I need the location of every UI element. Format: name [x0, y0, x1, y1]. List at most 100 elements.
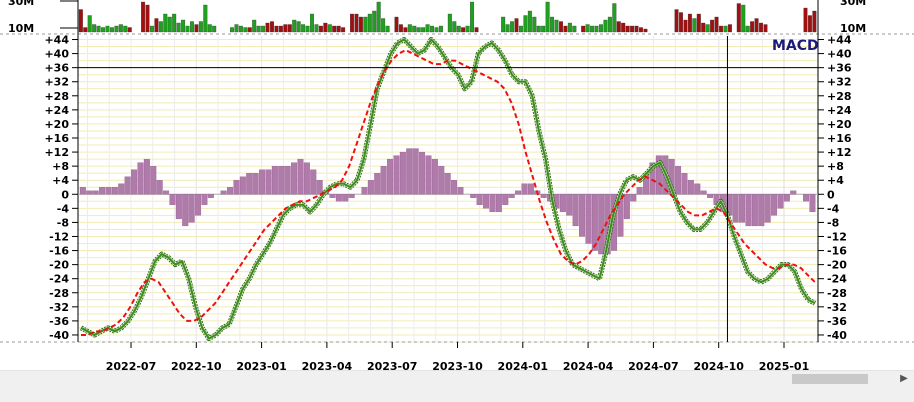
- volume-bar: [185, 25, 190, 33]
- histogram-bar: [585, 194, 592, 244]
- volume-bar: [318, 25, 323, 33]
- volume-bar: [687, 13, 692, 33]
- volume-bar: [470, 1, 475, 33]
- histogram-bar: [630, 194, 637, 202]
- scroll-right-arrow-icon[interactable]: ▶: [900, 373, 908, 384]
- y-tick-label-right: -20: [827, 259, 847, 272]
- histogram-bar: [233, 180, 240, 195]
- histogram-bar: [751, 194, 758, 227]
- volume-bar: [527, 10, 532, 33]
- y-tick-label-right: +44: [827, 34, 852, 47]
- histogram-bar: [348, 194, 355, 198]
- volume-bar: [172, 13, 177, 33]
- volume-bar: [438, 25, 443, 33]
- volume-bar: [87, 15, 92, 33]
- volume-bar: [554, 19, 559, 33]
- histogram-bar: [342, 194, 349, 202]
- volume-bar: [594, 25, 599, 33]
- x-tick-label: 2024-10: [693, 360, 744, 370]
- volume-bar: [599, 24, 603, 33]
- histogram-bar: [111, 187, 118, 195]
- histogram-bar: [527, 183, 534, 195]
- histogram-bar: [694, 183, 701, 195]
- volume-bar: [403, 27, 408, 33]
- histogram-bar: [649, 162, 656, 195]
- volume-bar: [176, 22, 181, 33]
- volume-bar: [536, 25, 541, 33]
- histogram-bar: [169, 194, 176, 205]
- volume-bar: [434, 27, 439, 33]
- volume-bar: [256, 25, 261, 33]
- volume-bar: [474, 27, 479, 33]
- x-tick-label: 2024-07: [628, 360, 679, 370]
- volume-bar: [563, 25, 568, 33]
- volume-bar: [141, 1, 146, 33]
- volume-bar: [261, 25, 266, 33]
- volume-bar: [301, 24, 306, 33]
- histogram-bar: [310, 169, 317, 195]
- volume-bar: [167, 16, 172, 33]
- y-tick-label-left: -24: [49, 273, 69, 286]
- y-tick-label-left: +44: [44, 34, 69, 47]
- volume-bar: [572, 25, 577, 33]
- histogram-bar: [259, 169, 266, 195]
- signal-line: [81, 48, 816, 336]
- volume-bar: [425, 24, 430, 33]
- volume-bar: [198, 21, 203, 33]
- volume-bar: [238, 25, 243, 33]
- volume-bar: [545, 1, 550, 33]
- volume-bar: [252, 19, 257, 33]
- volume-bar: [207, 24, 212, 33]
- volume-bar: [394, 16, 399, 33]
- volume-bar: [341, 27, 346, 33]
- volume-bar: [501, 16, 506, 33]
- histogram-bar: [470, 194, 477, 198]
- y-tick-label-right: -12: [827, 230, 847, 243]
- volume-bar: [105, 25, 110, 33]
- histogram-bar: [188, 194, 195, 223]
- y-tick-label-right: -32: [827, 301, 847, 314]
- histogram-bar: [598, 194, 605, 255]
- volume-bar: [381, 18, 386, 33]
- histogram-bar: [700, 190, 707, 195]
- scrollbar-thumb[interactable]: [792, 374, 868, 384]
- status-bar: [0, 386, 914, 402]
- volume-bar: [354, 13, 359, 33]
- volume-bar: [612, 3, 617, 33]
- volume-bar: [194, 24, 199, 33]
- volume-bar: [705, 24, 710, 33]
- volume-bar: [96, 25, 101, 33]
- volume-bar: [803, 7, 808, 33]
- volume-bar: [674, 9, 679, 33]
- histogram-bar: [566, 194, 573, 216]
- y-tick-label-right: +4: [827, 174, 844, 187]
- histogram-bar: [399, 151, 406, 195]
- volume-bar: [812, 10, 817, 33]
- volume-bar: [292, 19, 297, 33]
- y-tick-label-left: -4: [57, 202, 70, 215]
- histogram-bar: [182, 194, 189, 227]
- y-tick-label-left: -40: [49, 329, 69, 342]
- y-tick-label-left: -12: [49, 230, 69, 243]
- volume-bar: [630, 25, 635, 33]
- volume-bar: [154, 18, 159, 33]
- volume-bar: [163, 13, 168, 33]
- volume-bar: [558, 21, 563, 33]
- histogram-bar: [291, 162, 298, 195]
- histogram-bar: [451, 180, 458, 195]
- histogram-bar: [207, 194, 214, 198]
- volume-bar: [456, 25, 461, 33]
- histogram-bar: [764, 194, 771, 223]
- volume-bar: [274, 25, 279, 33]
- volume-bar: [287, 24, 292, 33]
- volume-bar: [127, 27, 132, 33]
- y-tick-label-left: +32: [44, 76, 69, 89]
- y-tick-label-left: 0: [61, 188, 69, 201]
- histogram-bar: [521, 183, 528, 195]
- y-tick-label-right: +8: [827, 160, 844, 173]
- volume-bar: [101, 27, 106, 33]
- horizontal-scrollbar[interactable]: ▶: [0, 370, 914, 387]
- histogram-bar: [515, 190, 522, 195]
- volume-bar: [83, 27, 88, 33]
- volume-bar: [461, 27, 466, 33]
